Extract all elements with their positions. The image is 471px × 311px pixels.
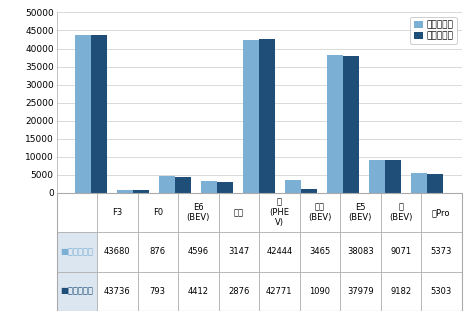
Bar <box>411 174 427 193</box>
Bar <box>91 35 107 193</box>
Bar <box>285 180 301 193</box>
Bar <box>385 160 401 193</box>
Bar <box>259 39 275 193</box>
Bar <box>243 40 259 193</box>
Bar <box>327 55 343 193</box>
Bar <box>343 56 359 193</box>
Bar <box>301 189 317 193</box>
Bar <box>117 190 133 193</box>
Bar <box>75 35 91 193</box>
Bar <box>427 174 443 193</box>
Bar <box>133 190 149 193</box>
Bar <box>369 160 385 193</box>
Bar <box>201 181 217 193</box>
Bar <box>217 183 233 193</box>
Bar <box>175 177 191 193</box>
Legend: 产量（辆）, 销量（辆）: 产量（辆）, 销量（辆） <box>410 17 457 44</box>
Bar <box>159 176 175 193</box>
